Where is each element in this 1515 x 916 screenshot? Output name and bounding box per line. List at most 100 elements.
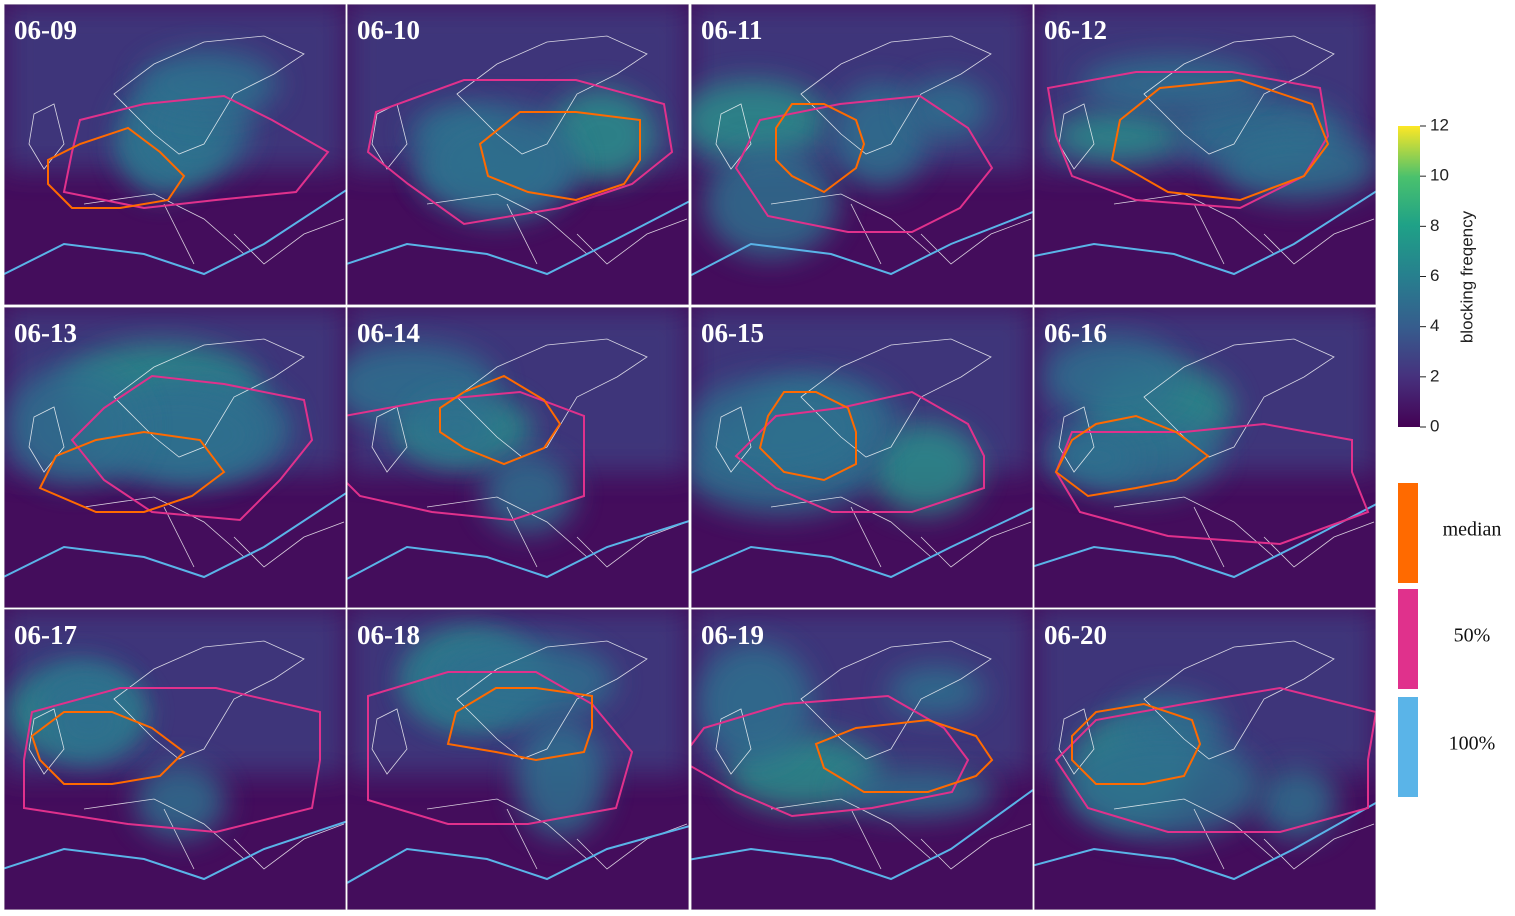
contour-50 xyxy=(366,79,674,226)
contour-median xyxy=(775,103,866,194)
coastline xyxy=(715,708,1032,870)
coastline xyxy=(371,708,688,870)
contour-50 xyxy=(62,94,330,210)
panel-label: 06-17 xyxy=(14,620,77,650)
map-panel xyxy=(347,307,689,608)
contour-50 xyxy=(70,374,314,522)
map-panel xyxy=(691,307,1033,608)
map-field xyxy=(516,719,607,838)
colorbar-label: blocking freqency xyxy=(1457,210,1476,343)
contour-50 xyxy=(23,687,321,834)
coastline xyxy=(371,406,688,568)
map-field xyxy=(691,80,828,162)
contour-100 xyxy=(1034,801,1376,881)
contour-100 xyxy=(1034,190,1376,276)
contour-100 xyxy=(347,200,689,276)
coastline xyxy=(1058,406,1375,568)
contour-50 xyxy=(734,390,985,513)
legend-swatch xyxy=(1398,483,1418,583)
coastline xyxy=(28,708,345,870)
contour-50 xyxy=(1046,71,1330,210)
map-panel xyxy=(347,4,689,305)
map-field xyxy=(906,77,990,139)
coastline xyxy=(1143,338,1335,458)
map-field xyxy=(7,365,144,485)
map-panel xyxy=(1034,609,1376,910)
panel-label: 06-15 xyxy=(701,318,764,348)
panel-label: 06-20 xyxy=(1044,620,1107,650)
contour-median xyxy=(478,111,641,202)
legend-label: 50% xyxy=(1454,625,1491,647)
map-field xyxy=(1045,335,1184,419)
map-field xyxy=(1053,110,1183,162)
map-field xyxy=(138,50,279,118)
map-field xyxy=(1080,56,1266,112)
map-field xyxy=(703,147,839,259)
map-field xyxy=(1256,766,1338,839)
contour-100 xyxy=(4,820,346,881)
legend-label: median xyxy=(1443,519,1502,541)
map-field xyxy=(1064,735,1263,839)
map-field xyxy=(440,641,616,722)
panel-label: 06-16 xyxy=(1044,318,1107,348)
contour-50 xyxy=(347,390,585,522)
coastline xyxy=(113,640,305,760)
colorbar-tick-label: 0 xyxy=(1430,416,1439,435)
coastline xyxy=(456,640,648,760)
map-field xyxy=(1220,132,1376,202)
map-panel xyxy=(4,307,346,608)
map-panel xyxy=(4,4,346,305)
map-panel xyxy=(4,609,346,910)
contour-50 xyxy=(691,694,970,818)
coastline xyxy=(371,103,688,265)
contour-median xyxy=(758,391,857,482)
map-field xyxy=(691,376,868,479)
map-panel xyxy=(1034,307,1376,608)
colorbar-tick-label: 12 xyxy=(1430,115,1449,134)
coastline xyxy=(800,338,992,458)
panel-label: 06-14 xyxy=(357,318,420,348)
map-panel xyxy=(1034,4,1376,305)
colorbar-tick-label: 2 xyxy=(1430,366,1439,385)
map-field xyxy=(134,764,226,839)
panel-label: 06-12 xyxy=(1044,15,1107,45)
map-field xyxy=(418,104,577,221)
coastline xyxy=(1058,708,1375,870)
map-field xyxy=(414,398,499,458)
contour-median xyxy=(38,430,226,513)
contour-100 xyxy=(691,507,1033,579)
contour-median xyxy=(439,374,562,466)
panel-label: 06-19 xyxy=(701,620,764,650)
colorbar-tick-label: 8 xyxy=(1430,216,1439,235)
panel-label: 06-09 xyxy=(14,15,77,45)
contour-median xyxy=(47,126,186,209)
contour-100 xyxy=(691,789,1033,881)
map-field xyxy=(868,423,982,515)
colorbar xyxy=(1398,126,1420,427)
legend-swatch xyxy=(1398,697,1418,797)
contour-100 xyxy=(347,520,689,580)
contour-50 xyxy=(734,94,994,233)
panel-label: 06-11 xyxy=(701,15,763,45)
coastline xyxy=(456,35,648,155)
contour-median xyxy=(1110,78,1330,202)
coastline xyxy=(800,35,992,155)
legend-label: 100% xyxy=(1449,733,1496,755)
contour-median xyxy=(814,718,994,793)
contour-100 xyxy=(691,210,1033,277)
contour-100 xyxy=(4,189,346,276)
contour-median xyxy=(446,687,593,762)
contour-median xyxy=(1054,414,1210,498)
map-field xyxy=(832,82,928,188)
coastline xyxy=(456,338,648,458)
map-panel xyxy=(347,609,689,910)
colorbar-tick-label: 10 xyxy=(1430,166,1449,185)
map-field xyxy=(482,454,576,534)
contour-median xyxy=(30,711,186,785)
colorbar-tick-label: 6 xyxy=(1430,266,1439,285)
panel-label: 06-13 xyxy=(14,318,77,348)
contour-100 xyxy=(1034,503,1376,579)
contour-100 xyxy=(347,825,689,884)
contour-median xyxy=(1071,702,1202,785)
